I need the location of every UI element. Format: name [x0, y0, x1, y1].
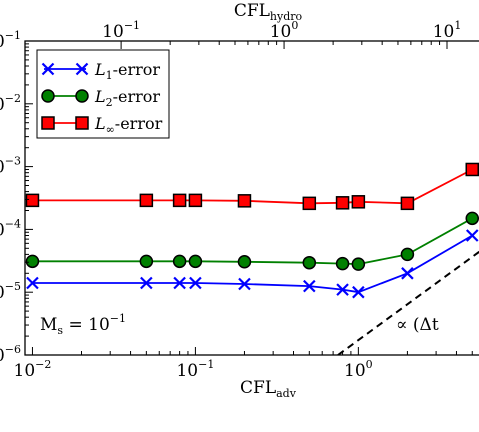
series-2-point-5 [302, 196, 317, 211]
series-0-point-4-stroke-b [238, 277, 251, 291]
series-1-point-7 [351, 257, 366, 271]
bottom-tick-label-2: 100 [344, 358, 373, 381]
series-2-point-7 [351, 195, 366, 209]
top-tick-label-2: 101 [433, 19, 462, 42]
legend-marker-end-0 [75, 62, 89, 76]
legend-entry-2: L∞-error [41, 114, 163, 136]
series-0-point-3 [189, 276, 202, 290]
series-2-point-6 [335, 196, 350, 210]
legend-marker-start-0 [41, 62, 55, 76]
series-0-point-2-stroke-b [173, 276, 186, 290]
legend-label-2: L∞-error [94, 114, 163, 136]
reference-line-layer [337, 250, 479, 355]
series-1-point-4 [237, 255, 252, 269]
series-2-point-2 [172, 193, 187, 208]
series-1-point-3 [188, 254, 203, 269]
legend-marker-start-2 [41, 116, 55, 130]
x-axis-label-top: CFLhydro [234, 1, 303, 23]
series-0-point-8-stroke-b [401, 267, 414, 280]
series-2-point-1 [139, 193, 154, 208]
series-1-point-5 [302, 255, 317, 270]
series-0-point-6-stroke-b [336, 283, 349, 296]
series-2-point-0 [25, 193, 40, 208]
series-0-point-8 [401, 267, 414, 280]
y-tick-label-3: 10−4 [0, 217, 21, 240]
series-0-point-0 [26, 276, 39, 290]
top-axis-ticks: 10−1 100 101 [102, 19, 461, 49]
series-1 [25, 211, 479, 271]
series-0-point-2 [173, 276, 186, 290]
series-1-point-8 [400, 247, 415, 262]
series-2-point-3 [188, 193, 203, 208]
legend-label-1: L2-error [94, 87, 160, 109]
legend-entries: L1-error L2-error L∞-error [41, 60, 163, 136]
y-tick-label-4: 10−5 [0, 280, 21, 303]
y-axis-ticks: 10−1 10−2 10−3 10−4 10−5 10−6 [0, 29, 33, 366]
series-0-point-9-stroke-b [465, 229, 479, 242]
series-2-point-8 [400, 196, 415, 211]
reference-slope-line [337, 250, 479, 355]
mach-number-annotation: Ms = 10−1 [40, 312, 126, 337]
series-0 [26, 229, 479, 299]
top-tick-label-1: 100 [270, 19, 299, 42]
y-tick-label-5: 10−6 [0, 343, 21, 366]
legend-marker-end-2 [75, 116, 89, 130]
series-1-point-1 [139, 254, 154, 269]
series-0-point-3-stroke-b [189, 276, 202, 290]
series-0-point-9 [465, 229, 479, 242]
y-tick-label-2: 10−3 [0, 155, 21, 178]
legend-marker-start-1 [41, 89, 55, 103]
reference-slope-label: ∝ (Δt [396, 315, 439, 335]
legend-entry-0: L1-error [41, 60, 160, 82]
series-2-line [32, 168, 473, 205]
x-axis-label-bottom: CFLadv [240, 378, 297, 400]
bottom-tick-label-1: 10−1 [176, 358, 214, 381]
series-0-point-6 [336, 283, 349, 296]
plot-frame [24, 40, 479, 356]
legend-label-0: L1-error [94, 60, 160, 82]
series-0-line [32, 234, 473, 294]
bottom-tick-label-0: 10−2 [14, 358, 52, 381]
series-0-point-7 [352, 285, 365, 299]
series-1-point-2 [172, 254, 187, 269]
y-tick-label-0: 10−1 [0, 29, 21, 52]
series-0-point-0-stroke-b [26, 276, 39, 290]
y-tick-label-1: 10−2 [0, 92, 21, 115]
series-0-point-1-stroke-b [140, 276, 153, 290]
legend-entry-1: L2-error [41, 87, 160, 109]
series-2-point-4 [237, 194, 252, 208]
bottom-axis-ticks: 10−2 10−1 100 [14, 347, 473, 381]
series-2-point-9 [465, 162, 479, 177]
series-1-line [32, 217, 473, 266]
legend-marker-end-0-stroke-b [75, 62, 89, 76]
series-1-point-6 [335, 256, 350, 271]
series-0-point-5 [303, 279, 316, 293]
top-tick-label-0: 10−1 [102, 19, 140, 42]
series-0-point-4 [238, 277, 251, 291]
series-1-point-9 [465, 211, 479, 226]
series-0-point-1 [140, 276, 153, 290]
series-2 [25, 162, 479, 211]
legend: L1-error L2-error L∞-error [36, 49, 170, 139]
series-1-point-0 [25, 254, 40, 269]
series-0-point-7-stroke-b [352, 285, 365, 299]
series-0-point-5-stroke-b [303, 279, 316, 293]
legend-marker-end-1 [75, 89, 89, 103]
series-layer [25, 162, 479, 299]
legend-marker-start-0-stroke-b [41, 62, 55, 76]
